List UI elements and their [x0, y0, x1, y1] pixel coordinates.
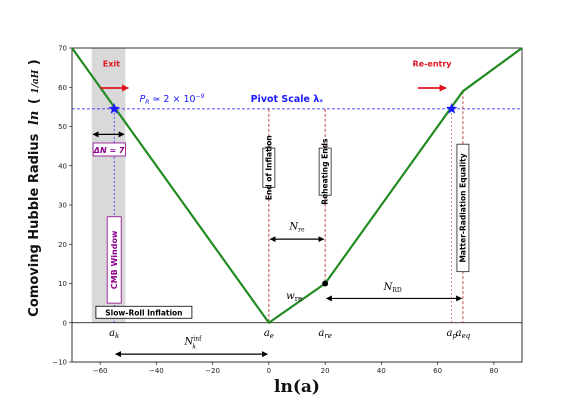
x-tick-label: 60: [433, 367, 442, 375]
x-axis-label: ln(a): [274, 377, 320, 397]
svg-text:Comoving Hubble Radius l: Comoving Hubble Radius ln ( 1/aH ): [27, 59, 42, 316]
pivot-power-label: PR ≃ 2 × 10−9: [140, 93, 205, 106]
y-axis-label: Comoving Hubble Radius ln ( 1/aH ): [27, 59, 42, 316]
end-inflation-label: End of Inflation: [264, 135, 273, 200]
end-inflation-box: [262, 147, 276, 188]
pivot-scale-label: Pivot Scale λ*: [251, 94, 324, 106]
reheating-ends-label: Reheating Ends: [321, 138, 330, 205]
x-tick-label: 0: [267, 367, 271, 375]
scale-label-a-p: ap: [446, 328, 457, 340]
y-tick-label: 20: [58, 241, 67, 249]
n-re-label: Nre: [288, 221, 305, 233]
scale-label-a-k: ak: [109, 328, 119, 340]
hubble-radius-curve: [71, 47, 523, 324]
n-k-inf-label: Ninf k: [184, 336, 203, 351]
reheating-ends-box: [318, 147, 332, 196]
x-tick-label: −40: [149, 367, 164, 375]
cmb-window-label: CMB Window: [110, 230, 119, 289]
exit-label: Exit: [103, 59, 120, 68]
x-tick-label: −60: [93, 367, 108, 375]
y-tick-label: 60: [58, 84, 67, 92]
y-tick-label: 40: [58, 162, 67, 170]
x-tick-label: 80: [489, 367, 498, 375]
y-tick-label: 0: [63, 319, 67, 327]
y-tick-label: 30: [58, 202, 67, 210]
slow-roll-box: [95, 305, 193, 319]
reentry-star: [445, 102, 458, 114]
delta-n-label: ΔN ≃ 7: [93, 146, 125, 155]
w-re-label: wre: [286, 291, 302, 303]
x-tick-label: 40: [377, 367, 386, 375]
scale-label-a-re: are: [318, 328, 331, 340]
x-tick-label: 20: [321, 367, 330, 375]
cmb-window-box: [106, 216, 122, 304]
y-tick-label: 10: [58, 280, 67, 288]
scale-label-a-eq: aeq: [456, 328, 471, 340]
slow-roll-label: Slow-Roll Inflation: [105, 308, 182, 317]
x-tick-label: −20: [205, 367, 220, 375]
y-tick-label: 70: [58, 45, 67, 53]
reheating-point: [322, 280, 329, 287]
matter-radiation-label: Matter-Radiation Equality: [459, 153, 468, 262]
exit-star: [108, 102, 120, 114]
scale-label-a-e: ae: [264, 328, 274, 340]
delta-n-box: [92, 142, 126, 157]
y-axis-label-text: Comoving Hubble Radius: [27, 133, 42, 316]
matter-radiation-box: [456, 143, 470, 273]
reentry-label: Re-entry: [412, 59, 452, 68]
y-tick-label: 50: [58, 123, 67, 131]
plot-area: −60 −40 −20 0 20 40 60 80 −10 0 10 20 30 40 50 60 70 ak ae…: [52, 45, 523, 375]
n-rd-label: NRD: [383, 282, 402, 294]
y-tick-label: −10: [52, 359, 67, 367]
